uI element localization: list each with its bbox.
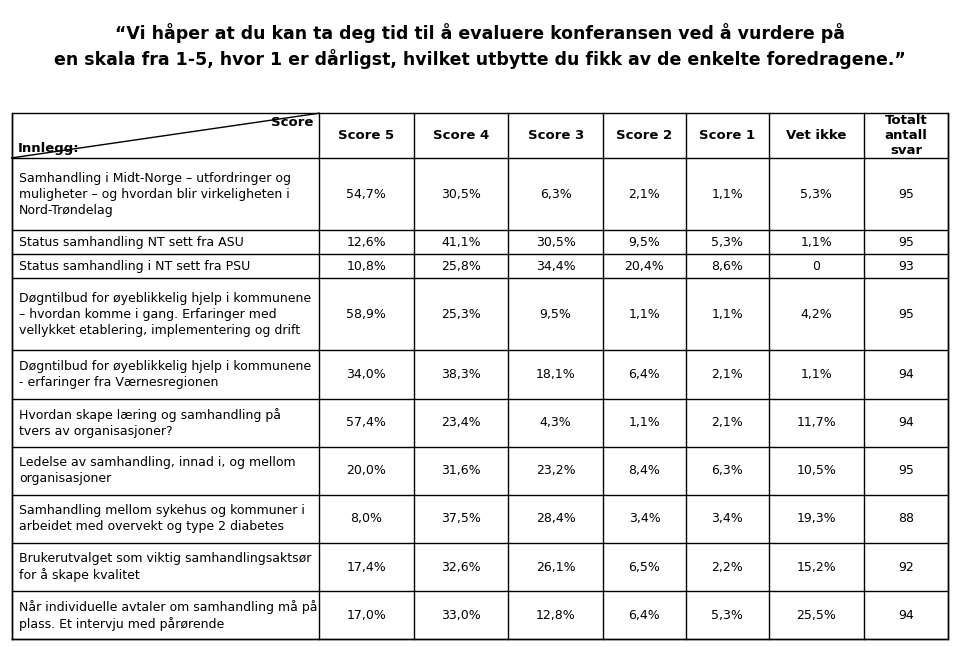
Text: 20,0%: 20,0%: [347, 465, 386, 477]
Text: 5,3%: 5,3%: [711, 236, 743, 248]
Text: Døgntilbud for øyeblikkelig hjelp i kommunene
- erfaringer fra Værnesregionen: Døgntilbud for øyeblikkelig hjelp i komm…: [19, 360, 311, 389]
Text: 95: 95: [899, 308, 914, 321]
Text: Status samhandling i NT sett fra PSU: Status samhandling i NT sett fra PSU: [19, 259, 251, 273]
Text: 1,1%: 1,1%: [801, 236, 832, 248]
Text: Score 5: Score 5: [338, 129, 395, 142]
Text: 10,8%: 10,8%: [347, 259, 386, 273]
Text: 41,1%: 41,1%: [442, 236, 481, 248]
Text: 15,2%: 15,2%: [797, 560, 836, 573]
Text: Brukerutvalget som viktig samhandlingsaktsør
for å skape kvalitet: Brukerutvalget som viktig samhandlingsak…: [19, 552, 312, 582]
Text: 94: 94: [899, 368, 914, 381]
Text: 20,4%: 20,4%: [625, 259, 664, 273]
Text: 19,3%: 19,3%: [797, 512, 836, 525]
Text: 18,1%: 18,1%: [536, 368, 575, 381]
Text: Ledelse av samhandling, innad i, og mellom
organisasjoner: Ledelse av samhandling, innad i, og mell…: [19, 456, 296, 485]
Text: 10,5%: 10,5%: [796, 465, 836, 477]
Text: Hvordan skape læring og samhandling på
tvers av organisasjoner?: Hvordan skape læring og samhandling på t…: [19, 408, 281, 437]
Text: Status samhandling NT sett fra ASU: Status samhandling NT sett fra ASU: [19, 236, 244, 248]
Text: 11,7%: 11,7%: [797, 416, 836, 429]
Text: 1,1%: 1,1%: [711, 188, 743, 201]
Text: 38,3%: 38,3%: [441, 368, 481, 381]
Text: 88: 88: [898, 512, 914, 525]
Text: Score 3: Score 3: [527, 129, 584, 142]
Text: 12,8%: 12,8%: [536, 609, 575, 622]
Text: 92: 92: [899, 560, 914, 573]
Text: 94: 94: [899, 416, 914, 429]
Text: 26,1%: 26,1%: [536, 560, 575, 573]
Text: 2,1%: 2,1%: [711, 368, 743, 381]
Text: 1,1%: 1,1%: [801, 368, 832, 381]
Text: 25,8%: 25,8%: [441, 259, 481, 273]
Text: Score: Score: [271, 116, 313, 129]
Text: 17,4%: 17,4%: [347, 560, 386, 573]
Text: 28,4%: 28,4%: [536, 512, 575, 525]
Text: 23,4%: 23,4%: [442, 416, 481, 429]
Text: 30,5%: 30,5%: [441, 188, 481, 201]
Text: 3,4%: 3,4%: [711, 512, 743, 525]
Text: 3,4%: 3,4%: [629, 512, 660, 525]
Text: 8,4%: 8,4%: [629, 465, 660, 477]
Text: 17,0%: 17,0%: [347, 609, 386, 622]
Text: 8,6%: 8,6%: [711, 259, 743, 273]
Text: 9,5%: 9,5%: [629, 236, 660, 248]
Text: 93: 93: [899, 259, 914, 273]
Text: Totalt
antall
svar: Totalt antall svar: [884, 114, 927, 157]
Text: 1,1%: 1,1%: [711, 308, 743, 321]
Text: 6,3%: 6,3%: [540, 188, 571, 201]
Text: 8,0%: 8,0%: [350, 512, 382, 525]
Text: 23,2%: 23,2%: [536, 465, 575, 477]
Text: 2,1%: 2,1%: [629, 188, 660, 201]
Text: Score 1: Score 1: [699, 129, 756, 142]
Text: 33,0%: 33,0%: [441, 609, 481, 622]
Text: 94: 94: [899, 609, 914, 622]
Text: 37,5%: 37,5%: [441, 512, 481, 525]
Text: en skala fra 1-5, hvor 1 er dårligst, hvilket utbytte du fikk av de enkelte fore: en skala fra 1-5, hvor 1 er dårligst, hv…: [54, 49, 906, 69]
Text: 32,6%: 32,6%: [442, 560, 481, 573]
Text: 5,3%: 5,3%: [801, 188, 832, 201]
Text: 12,6%: 12,6%: [347, 236, 386, 248]
Text: 95: 95: [899, 188, 914, 201]
Text: 2,2%: 2,2%: [711, 560, 743, 573]
Text: 6,4%: 6,4%: [629, 368, 660, 381]
Text: 6,5%: 6,5%: [629, 560, 660, 573]
Text: Vet ikke: Vet ikke: [786, 129, 847, 142]
Text: 30,5%: 30,5%: [536, 236, 576, 248]
Text: 1,1%: 1,1%: [629, 416, 660, 429]
Text: Innlegg:: Innlegg:: [17, 142, 79, 155]
Text: Når individuelle avtaler om samhandling må på
plass. Et intervju med pårørende: Når individuelle avtaler om samhandling …: [19, 600, 318, 631]
Text: Samhandling i Midt-Norge – utfordringer og
muligheter – og hvordan blir virkelig: Samhandling i Midt-Norge – utfordringer …: [19, 171, 291, 217]
Text: 4,2%: 4,2%: [801, 308, 832, 321]
Text: 9,5%: 9,5%: [540, 308, 571, 321]
Text: 25,5%: 25,5%: [796, 609, 836, 622]
Text: 57,4%: 57,4%: [347, 416, 386, 429]
Text: 95: 95: [899, 236, 914, 248]
Text: 0: 0: [812, 259, 820, 273]
Text: 34,0%: 34,0%: [347, 368, 386, 381]
Text: 1,1%: 1,1%: [629, 308, 660, 321]
Text: “Vi håper at du kan ta deg tid til å evaluere konferansen ved å vurdere på: “Vi håper at du kan ta deg tid til å eva…: [115, 23, 845, 43]
Text: Score 2: Score 2: [616, 129, 673, 142]
Text: 4,3%: 4,3%: [540, 416, 571, 429]
Text: Samhandling mellom sykehus og kommuner i
arbeidet med overvekt og type 2 diabete: Samhandling mellom sykehus og kommuner i…: [19, 505, 305, 533]
Text: Døgntilbud for øyeblikkelig hjelp i kommunene
– hvordan komme i gang. Erfaringer: Døgntilbud for øyeblikkelig hjelp i komm…: [19, 292, 311, 337]
Text: 2,1%: 2,1%: [711, 416, 743, 429]
Text: 31,6%: 31,6%: [442, 465, 481, 477]
Text: 6,3%: 6,3%: [711, 465, 743, 477]
Text: Score 4: Score 4: [433, 129, 489, 142]
Text: 34,4%: 34,4%: [536, 259, 575, 273]
Text: 54,7%: 54,7%: [347, 188, 386, 201]
Text: 25,3%: 25,3%: [441, 308, 481, 321]
Text: 6,4%: 6,4%: [629, 609, 660, 622]
Text: 95: 95: [899, 465, 914, 477]
Text: 58,9%: 58,9%: [347, 308, 386, 321]
Text: 5,3%: 5,3%: [711, 609, 743, 622]
